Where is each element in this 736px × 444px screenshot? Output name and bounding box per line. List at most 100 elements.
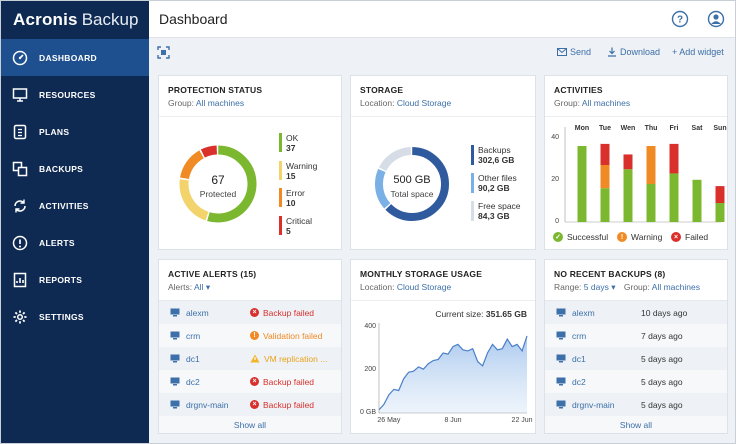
- add-widget-button[interactable]: + Add widget: [672, 47, 724, 57]
- bar-successful-thu: [646, 184, 656, 222]
- chevron-down-icon[interactable]: ▾: [611, 282, 616, 292]
- alert-row[interactable]: dc2 × Backup failed: [159, 370, 341, 393]
- no-recent-backup-row[interactable]: dc1 5 days ago: [545, 347, 727, 370]
- widget-title: PROTECTION STATUS: [168, 85, 263, 95]
- group-value-link[interactable]: All machines: [581, 98, 631, 108]
- machine-name-link[interactable]: dc2: [572, 376, 586, 387]
- no-recent-backup-row[interactable]: dc2 5 days ago: [545, 370, 727, 393]
- status-warning-icon: !: [617, 232, 627, 242]
- legend-entry-error: Error 10: [286, 188, 305, 208]
- dashboard-toolbar: Send Download + Add widget: [149, 39, 735, 67]
- sidebar-item-dashboard[interactable]: DASHBOARD: [1, 39, 149, 76]
- bar-successful-sun: [715, 203, 725, 222]
- add-widget-label: + Add widget: [672, 47, 724, 57]
- help-icon[interactable]: ?: [671, 10, 689, 28]
- location-label: Location:: [360, 282, 395, 292]
- y-tick-label: 0 GB: [360, 409, 376, 416]
- computer-icon: [170, 354, 180, 363]
- legend-value: 90,2 GB: [478, 183, 510, 193]
- bar-successful-tue: [600, 188, 610, 222]
- sidebar-item-plans[interactable]: PLANS: [1, 113, 149, 150]
- sync-icon: [14, 199, 26, 212]
- widget-title: ACTIVE ALERTS (15): [168, 269, 257, 279]
- svg-text:?: ?: [677, 15, 683, 26]
- alert-status: × Backup failed: [250, 400, 314, 410]
- location-filter[interactable]: Location: Cloud Storage: [360, 282, 451, 292]
- filter-label: Alerts:: [168, 282, 193, 292]
- brand-logo: Acronis Backup: [1, 1, 149, 38]
- machine-name-link[interactable]: drgnv-main: [572, 399, 615, 410]
- machine-name-link[interactable]: drgnv-main: [186, 399, 229, 410]
- no-recent-backup-row[interactable]: drgnv-main 5 days ago: [545, 393, 727, 416]
- page-title: Dashboard: [159, 11, 228, 27]
- widget-body: alexm 10 days ago crm 7 days ago dc1 5 days a…: [545, 300, 727, 433]
- alert-status-text: Validation failed: [263, 330, 323, 341]
- download-icon: [608, 47, 616, 57]
- location-value-link[interactable]: Cloud Storage: [396, 282, 452, 292]
- total-space-value: 500 GB: [393, 174, 431, 186]
- user-account-icon[interactable]: [707, 10, 725, 28]
- protected-label: Protected: [199, 189, 237, 199]
- machine-name-link[interactable]: crm: [572, 330, 587, 341]
- range-filter[interactable]: Range: 5 days ▾ Group: All machines: [554, 282, 700, 293]
- monthly-area-chart: 0 GB 200 400 26 May 8 Jun 22 Jun: [351, 301, 535, 433]
- computer-icon: [556, 400, 566, 409]
- current-size: Current size: 351.65 GB: [435, 309, 527, 319]
- widget-body: Mon Tue Wen Thu Fri Sat Sun 0 20 40 ✓ Successful! W…: [545, 116, 727, 249]
- download-button[interactable]: Download: [607, 47, 660, 57]
- widget-title: ACTIVITIES: [554, 85, 603, 95]
- location-value-link[interactable]: Cloud Storage: [396, 98, 452, 108]
- send-button[interactable]: Send: [557, 47, 591, 57]
- legend-entry-critical: Critical 5: [286, 216, 312, 236]
- no-recent-backup-row[interactable]: alexm 10 days ago: [545, 301, 727, 324]
- bar-failed-tue: [600, 143, 610, 165]
- sidebar-item-settings[interactable]: SETTINGS: [1, 298, 149, 335]
- machine-name-link[interactable]: alexm: [572, 307, 595, 318]
- sidebar-item-alerts[interactable]: ALERTS: [1, 224, 149, 261]
- sidebar-item-backups[interactable]: BACKUPS: [1, 150, 149, 187]
- machine-name-link[interactable]: dc1: [186, 353, 200, 364]
- legend-value: 10: [286, 198, 296, 208]
- sidebar-item-label: BACKUPS: [39, 163, 84, 174]
- day-label: Mon: [574, 125, 590, 132]
- group-filter[interactable]: Group: All machines: [554, 98, 630, 108]
- fullscreen-icon[interactable]: [157, 46, 170, 59]
- total-space-label: Total space: [390, 189, 434, 199]
- day-label: Sun: [713, 125, 727, 132]
- no-recent-backups-widget: NO RECENT BACKUPS (8) Range: 5 days ▾ Gr…: [544, 259, 728, 434]
- chevron-down-icon[interactable]: ▾: [205, 282, 211, 292]
- error-icon: ×: [250, 308, 259, 317]
- show-all-link[interactable]: Show all: [619, 420, 653, 430]
- show-all-link[interactable]: Show all: [233, 420, 267, 430]
- group-label: Group:: [623, 282, 650, 292]
- y-tick-label: 400: [364, 323, 376, 331]
- group-value-link[interactable]: All machines: [195, 98, 245, 108]
- machine-name-link[interactable]: dc1: [572, 353, 586, 364]
- legend-label: Backups: [478, 145, 511, 155]
- range-value-link[interactable]: 5 days: [583, 282, 609, 292]
- sidebar-item-reports[interactable]: REPORTS: [1, 261, 149, 298]
- legend-entry-warning: Warning 15: [286, 161, 317, 181]
- legend-label: Failed: [685, 232, 709, 242]
- machine-name-link[interactable]: alexm: [186, 307, 209, 318]
- sidebar-item-resources[interactable]: RESOURCES: [1, 76, 149, 113]
- monthly-storage-widget: MONTHLY STORAGE USAGE Location: Cloud St…: [350, 259, 536, 434]
- alert-row[interactable]: crm! Validation failed: [159, 324, 341, 347]
- bar-failed-fri: [669, 143, 679, 174]
- filter-value-link[interactable]: All: [194, 282, 204, 292]
- machine-name-link[interactable]: dc2: [186, 376, 200, 387]
- alert-row[interactable]: dc1 VM replication ...: [159, 347, 341, 370]
- location-filter[interactable]: Location: Cloud Storage: [360, 98, 451, 108]
- alert-row[interactable]: alexm × Backup failed: [159, 301, 341, 324]
- machine-name-link[interactable]: crm: [186, 330, 201, 341]
- sidebar-item-activities[interactable]: ACTIVITIES: [1, 187, 149, 224]
- error-icon: ×: [250, 377, 259, 386]
- group-filter[interactable]: Group: All machines: [168, 98, 244, 108]
- no-recent-backup-row[interactable]: crm 7 days ago: [545, 324, 727, 347]
- alerts-filter[interactable]: Alerts: All ▾: [168, 282, 210, 293]
- report-icon: [13, 272, 27, 287]
- backups-icon: [12, 161, 28, 176]
- group-value-link[interactable]: All machines: [651, 282, 700, 292]
- alert-row[interactable]: drgnv-main × Backup failed: [159, 393, 341, 416]
